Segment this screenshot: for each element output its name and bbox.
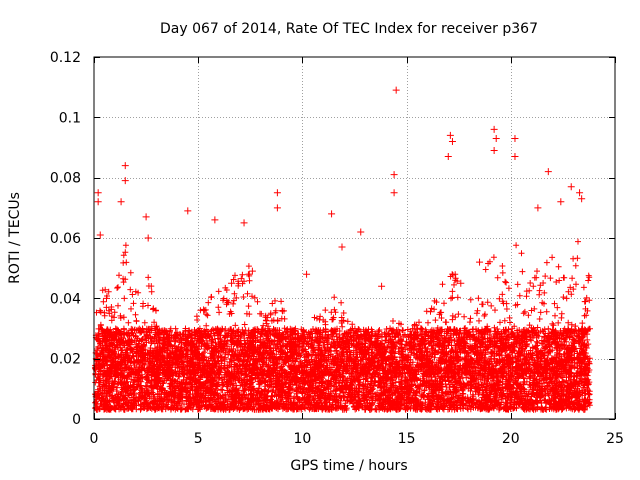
y-tick-label: 0.1 <box>59 110 81 126</box>
y-tick-label: 0.08 <box>50 171 81 187</box>
roti-point <box>94 189 102 197</box>
roti-point <box>511 153 519 161</box>
roti-point <box>142 213 150 221</box>
roti-point <box>476 258 484 266</box>
roti-point <box>121 162 129 170</box>
x-tick-label: 15 <box>398 431 416 447</box>
roti-point <box>457 279 465 287</box>
x-axis-label: GPS time / hours <box>290 458 407 474</box>
roti-point <box>511 134 519 142</box>
roti-point <box>357 228 365 236</box>
roti-point <box>303 270 311 278</box>
chart-title: Day 067 of 2014, Rate Of TEC Index for r… <box>160 21 538 37</box>
roti-point <box>273 189 281 197</box>
x-tick-label: 5 <box>194 431 203 447</box>
y-tick-label: 0.02 <box>50 352 81 368</box>
roti-point <box>144 234 152 242</box>
roti-point <box>96 231 104 239</box>
y-tick-labels: 0 0.02 0.04 0.06 0.08 0.1 0.12 <box>50 50 81 428</box>
roti-point <box>248 267 256 275</box>
roti-point <box>557 198 565 206</box>
roti-point <box>390 171 398 179</box>
roti-point <box>211 216 219 224</box>
roti-point-cloud <box>92 238 593 413</box>
roti-point <box>392 86 400 94</box>
roti-point <box>117 198 125 206</box>
roti-point <box>378 282 386 290</box>
x-tick-label: 0 <box>90 431 99 447</box>
x-tick-label: 10 <box>293 431 311 447</box>
x-tick-label: 25 <box>606 431 624 447</box>
roti-point <box>534 204 542 212</box>
roti-point <box>446 131 454 139</box>
x-tick-labels: 0 5 10 15 20 25 <box>90 431 624 447</box>
roti-point <box>338 243 346 251</box>
roti-point <box>578 195 586 203</box>
roti-point <box>94 198 102 206</box>
roti-point <box>273 204 281 212</box>
y-tick-label: 0.12 <box>50 50 81 66</box>
roti-point <box>567 183 575 191</box>
roti-point <box>492 134 500 142</box>
roti-point <box>328 210 336 218</box>
roti-point <box>490 125 498 133</box>
roti-point <box>228 279 236 287</box>
roti-point <box>184 207 192 215</box>
y-tick-label: 0.04 <box>50 291 81 307</box>
plot-frame <box>93 56 616 420</box>
roti-point <box>240 219 248 227</box>
roti-point <box>448 137 456 145</box>
data-points <box>92 86 593 413</box>
roti-point <box>444 153 452 161</box>
roti-point <box>103 294 111 302</box>
y-tick-label: 0 <box>72 412 81 428</box>
roti-point <box>490 147 498 155</box>
y-axis-label: ROTI / TECUs <box>7 192 23 284</box>
roti-point <box>121 177 129 185</box>
roti-point <box>390 189 398 197</box>
roti-point <box>544 168 552 176</box>
grid-lines <box>94 57 615 419</box>
x-tick-label: 20 <box>502 431 520 447</box>
roti-point <box>576 189 584 197</box>
y-tick-label: 0.06 <box>50 231 81 247</box>
